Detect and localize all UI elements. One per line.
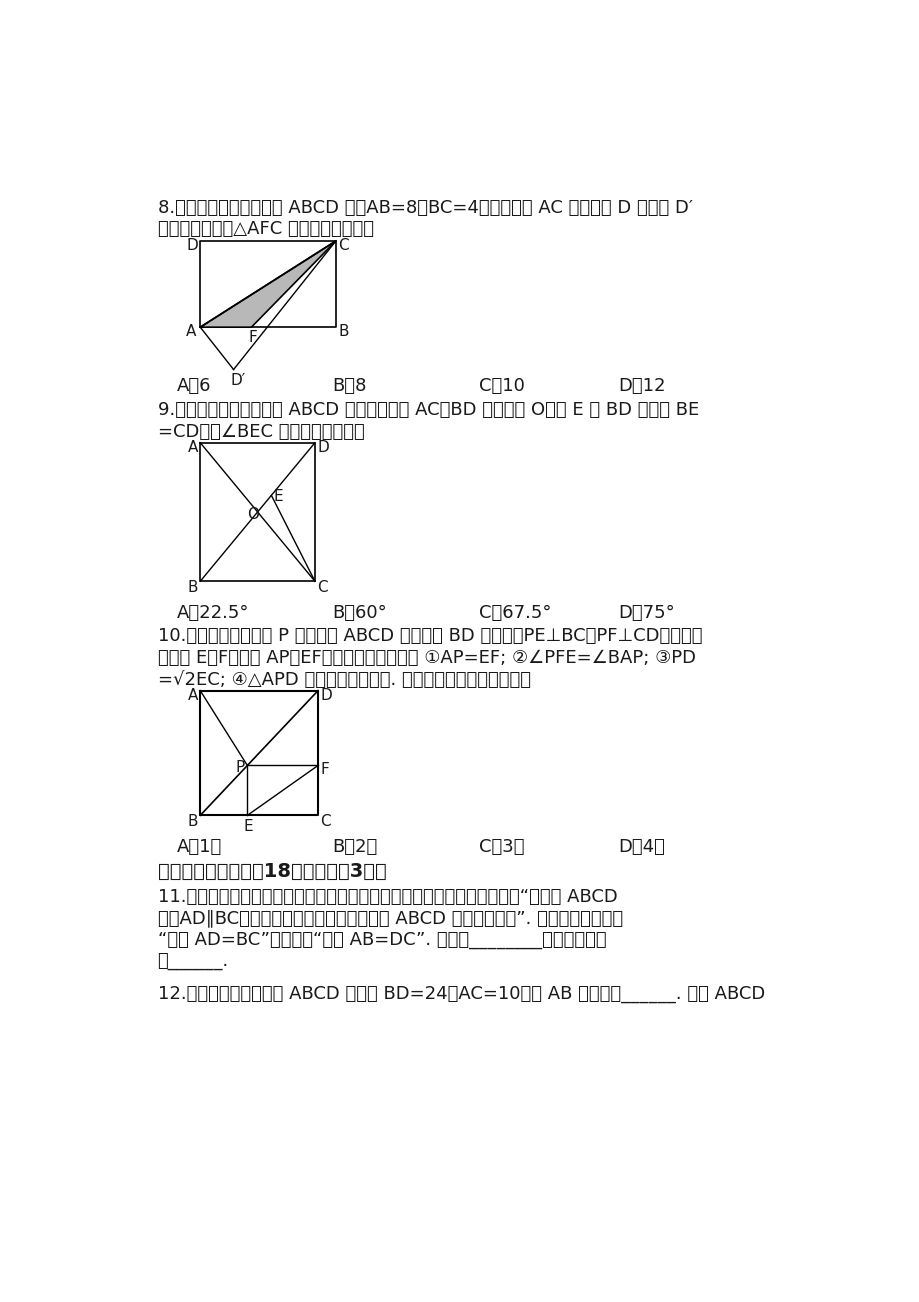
Text: B: B [338,324,348,339]
Text: D: D [320,687,332,703]
Text: 9.（３分）如图，正方形 ABCD 的两条对角线 AC，BD 相交于点 O，点 E 在 BD 上，且 BE: 9.（３分）如图，正方形 ABCD 的两条对角线 AC，BD 相交于点 O，点 … [157,401,698,419]
Text: C．67.5°: C．67.5° [479,604,551,622]
Text: D．4个: D．4个 [618,838,665,857]
Text: A: A [187,687,198,703]
Text: D．75°: D．75° [618,604,675,622]
Text: D．12: D．12 [618,378,665,396]
Text: A．22.5°: A．22.5° [176,604,249,622]
Text: 8.（３分）如图，在矩形 ABCD 中，AB=8，BC=4，将矩形沿 AC 折叠，点 D 落在点 D′: 8.（３分）如图，在矩形 ABCD 中，AB=8，BC=4，将矩形沿 AC 折叠… [157,199,692,216]
Text: O: O [246,506,258,522]
Text: C: C [320,814,331,829]
Text: D: D [317,440,329,454]
Text: 12.（３分）如图，菱形 ABCD 中，若 BD=24，AC=10，则 AB 的长等于______. 菱形 ABCD: 12.（３分）如图，菱形 ABCD 中，若 BD=24，AC=10，则 AB 的… [157,984,764,1003]
Text: F: F [320,762,329,776]
Text: C．3个: C．3个 [479,838,524,857]
Text: A．6: A．6 [176,378,211,396]
Text: B．8: B．8 [332,378,366,396]
Text: 10.（３分）如图，点 P 是正方形 ABCD 的对角线 BD 上一点，PE⊥BC，PF⊥CD，垂足分: 10.（３分）如图，点 P 是正方形 ABCD 的对角线 BD 上一点，PE⊥B… [157,628,701,646]
Text: 11.（３分）在研究了平行四边形的相关内容后，老师提出这样一个问题：“四边形 ABCD: 11.（３分）在研究了平行四边形的相关内容后，老师提出这样一个问题：“四边形 A… [157,888,617,906]
Text: F: F [248,331,256,345]
Text: =CD，则∠BEC 的度数为（　　）: =CD，则∠BEC 的度数为（ ） [157,423,364,440]
Text: 中，AD∥BC，请添加一个条件，使得四边形 ABCD 是平行四边形”. 经过思考，小明说: 中，AD∥BC，请添加一个条件，使得四边形 ABCD 是平行四边形”. 经过思考… [157,909,622,927]
Polygon shape [200,241,335,327]
Text: A．1个: A．1个 [176,838,222,857]
Text: B: B [187,579,199,595]
Text: C: C [338,238,348,253]
Text: E: E [244,819,253,835]
Text: 二、填空题（本题內18分，每小逃3分）: 二、填空题（本题內18分，每小逃3分） [157,862,386,880]
Text: A: A [186,324,197,339]
Text: 是______.: 是______. [157,953,229,970]
Text: C: C [317,579,327,595]
Text: C．10: C．10 [479,378,525,396]
Text: P: P [235,760,244,775]
Text: D: D [186,238,198,253]
Text: D′: D′ [231,374,245,388]
Text: B．60°: B．60° [332,604,386,622]
Text: “添加 AD=BC”，小红说“添加 AB=DC”. 你同意________的观点，理由: “添加 AD=BC”，小红说“添加 AB=DC”. 你同意________的观点… [157,931,606,949]
Text: 别为点 E，F，连接 AP，EF，给出下列四个结论 ①AP=EF; ②∠PFE=∠BAP; ③PD: 别为点 E，F，连接 AP，EF，给出下列四个结论 ①AP=EF; ②∠PFE=… [157,648,695,667]
Text: =√2EC; ④△APD 一定是等腰三角形. 其中正确的结论有（　　）: =√2EC; ④△APD 一定是等腰三角形. 其中正确的结论有（ ） [157,671,530,689]
Text: 处，则重叠部分△AFC 的面积为（　　）: 处，则重叠部分△AFC 的面积为（ ） [157,220,373,238]
Text: E: E [273,490,283,504]
Text: B: B [187,814,199,829]
Text: A: A [187,440,198,454]
Text: B．2个: B．2个 [332,838,377,857]
